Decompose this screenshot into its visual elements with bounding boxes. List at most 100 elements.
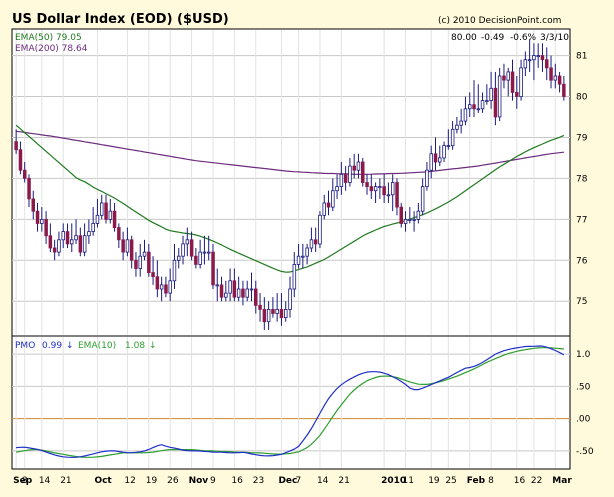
candle-body-up <box>335 186 339 192</box>
candle-body-down <box>382 186 386 196</box>
candle <box>497 67 502 122</box>
candle-body-up <box>467 104 472 110</box>
price-tick-label: 78 <box>576 174 588 184</box>
candle <box>326 190 331 216</box>
candle-body-down <box>117 227 121 241</box>
candle-body-down <box>52 247 57 253</box>
x-tick-label: Dec <box>278 476 297 486</box>
candle-body-down <box>44 218 48 237</box>
candle-body-down <box>510 71 515 93</box>
candle <box>78 227 83 257</box>
candle-body-up <box>348 165 352 183</box>
candle <box>429 145 433 179</box>
candle-body-up <box>463 108 468 122</box>
candle-body-down <box>22 169 27 179</box>
candle <box>399 202 403 228</box>
ema50-line <box>15 124 565 273</box>
candle <box>485 84 489 105</box>
candle-body-down <box>155 276 160 290</box>
candle-body-down <box>35 210 40 224</box>
candle <box>489 71 493 109</box>
candle-body-down <box>78 235 83 253</box>
candle <box>253 280 258 314</box>
candle-body-up <box>228 280 232 294</box>
price-tick-label: 79 <box>576 133 588 143</box>
candle-body-up <box>523 59 528 69</box>
candle <box>189 231 194 261</box>
pmo-ema10-line <box>15 347 564 458</box>
candle <box>142 239 147 261</box>
candle-body-down <box>545 59 549 69</box>
candle-body-down <box>343 173 348 183</box>
candle <box>476 84 481 113</box>
candle-body-up <box>318 214 322 245</box>
candle <box>100 194 104 220</box>
candle <box>35 202 40 232</box>
x-tick-label: 19 <box>146 476 158 486</box>
candle-body-up <box>480 100 485 110</box>
candle <box>159 276 164 302</box>
candle <box>219 276 224 302</box>
candle <box>309 227 314 253</box>
ema10-legend-value: 1.08 <box>125 341 145 351</box>
candle-body-up <box>176 255 181 261</box>
candle-body-up <box>408 218 412 221</box>
candle <box>356 153 361 179</box>
pmo-tick-label: .00 <box>576 415 591 425</box>
candle <box>31 190 35 220</box>
candle-body-down <box>241 288 245 298</box>
candle-body-up <box>61 231 66 241</box>
candle-body-up <box>87 231 91 237</box>
candle <box>480 92 485 113</box>
candle-body-down <box>121 239 125 253</box>
candle-body-up <box>215 284 219 287</box>
candle-body-up <box>309 239 314 249</box>
candle <box>365 174 369 195</box>
x-tick-label: 16 <box>231 476 243 486</box>
last-value: 80.00 <box>451 33 477 43</box>
candle <box>275 293 279 322</box>
candle <box>459 108 463 134</box>
price-tick-label: 81 <box>576 52 587 62</box>
candle-body-up <box>168 280 172 294</box>
candle-body-up <box>249 288 254 291</box>
candle <box>27 174 31 208</box>
candle-body-up <box>356 161 361 171</box>
pmo-legend-label: PMO <box>15 341 35 351</box>
price-tick-label: 75 <box>576 297 587 307</box>
candle-body-up <box>283 308 288 318</box>
candle <box>437 145 442 167</box>
candle <box>70 223 74 253</box>
candle-body-down <box>262 308 267 323</box>
x-tick-label: Sep <box>13 476 33 486</box>
x-tick-label: 25 <box>445 476 456 486</box>
pmo-tick-label: 1.0 <box>576 350 591 360</box>
candle-body-down <box>147 251 151 274</box>
x-tick-label: 22 <box>531 476 542 486</box>
candle-body-up <box>416 210 421 220</box>
candle <box>198 239 202 269</box>
candle <box>386 182 391 203</box>
candle <box>14 129 18 154</box>
candle <box>40 207 44 232</box>
candle-body-down <box>232 280 237 298</box>
candle <box>540 43 545 72</box>
candle-body-down <box>433 153 438 163</box>
candle <box>241 280 245 306</box>
candle <box>147 243 151 277</box>
candle-body-up <box>322 202 326 216</box>
pmo-tick-label: -.50 <box>576 447 594 457</box>
candle-body-down <box>549 67 553 81</box>
candle <box>519 59 523 101</box>
price-tick-label: 76 <box>576 256 588 266</box>
candle <box>91 207 95 236</box>
candle <box>296 243 301 269</box>
candle-body-down <box>271 308 275 314</box>
candle <box>335 174 339 199</box>
candle-body-up <box>527 59 532 62</box>
candle-body-up <box>485 100 489 102</box>
candle-body-up <box>181 243 185 257</box>
candle <box>450 121 455 150</box>
price-stats: 80.00 -0.49 -0.6% 3/3/10 <box>451 33 569 43</box>
